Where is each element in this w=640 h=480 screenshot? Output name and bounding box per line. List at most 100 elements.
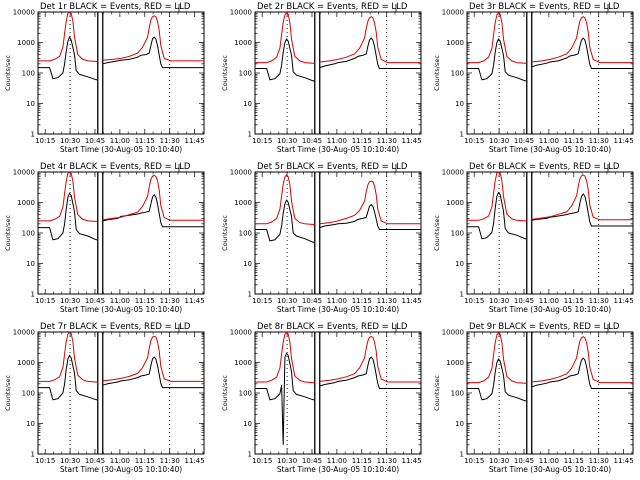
y-tick-label: 10 xyxy=(455,260,464,268)
y-axis-label: Counts/sec xyxy=(221,375,229,411)
events-series-line xyxy=(319,37,421,69)
y-tick-label: 1000 xyxy=(17,359,35,367)
y-tick-label: 10000 xyxy=(13,329,35,337)
x-tick-label: 11:00 xyxy=(327,297,347,305)
x-tick-label: 11:30 xyxy=(160,297,180,305)
events-series-line xyxy=(531,193,633,227)
events-series-line xyxy=(102,36,204,69)
y-tick-label: 100 xyxy=(22,390,35,398)
x-tick-label: 11:30 xyxy=(589,297,609,305)
y-tick-label: 10000 xyxy=(230,329,252,337)
events-series-line xyxy=(467,191,527,240)
events-series-line xyxy=(38,35,98,81)
x-tick-label: 10:45 xyxy=(302,457,322,465)
y-tick-label: 1000 xyxy=(446,199,464,207)
x-axis-label: Start Time (30-Aug-05 10:10:40) xyxy=(489,465,611,474)
y-tick-label: 100 xyxy=(451,70,464,78)
x-tick-label: 11:45 xyxy=(613,137,633,145)
x-tick-label: 11:15 xyxy=(564,457,584,465)
lld-series-line xyxy=(319,180,421,225)
lld-series-line xyxy=(102,335,204,382)
x-tick-label: 10:45 xyxy=(85,297,105,305)
x-tick-label: 10:30 xyxy=(60,137,80,145)
y-tick-label: 1000 xyxy=(234,359,252,367)
x-tick-label: 10:45 xyxy=(514,457,534,465)
panel-det-3: Det 3r BLACK = Events, RED = LLD 1 10 100 10… xyxy=(433,2,634,154)
panel-title: Det 9r BLACK = Events, RED = LLD xyxy=(469,322,620,332)
panel-det-5: Det 5r BLACK = Events, RED = LLD 1 10 100 10… xyxy=(221,162,422,314)
x-tick-label: 11:30 xyxy=(377,457,397,465)
events-series-line xyxy=(102,193,204,228)
lld-series-line xyxy=(467,11,527,64)
x-tick-label: 11:00 xyxy=(110,457,130,465)
panel-title: Det 4r BLACK = Events, RED = LLD xyxy=(40,162,191,172)
y-axis-label: Counts/sec xyxy=(433,375,441,411)
x-tick-label: 11:15 xyxy=(352,457,372,465)
x-tick-label: 11:30 xyxy=(589,137,609,145)
x-tick-label: 10:45 xyxy=(514,297,534,305)
y-tick-label: 10000 xyxy=(230,169,252,177)
lld-series-line xyxy=(38,171,98,222)
x-tick-label: 10:15 xyxy=(464,137,484,145)
y-tick-label: 10000 xyxy=(13,169,35,177)
panel-det-2: Det 2r BLACK = Events, RED = LLD 1 10 100 10… xyxy=(221,2,422,154)
x-tick-label: 11:45 xyxy=(184,457,204,465)
y-tick-label: 10000 xyxy=(442,169,464,177)
x-tick-label: 11:30 xyxy=(160,137,180,145)
lld-series-line xyxy=(255,331,315,384)
x-tick-label: 11:00 xyxy=(327,457,347,465)
x-tick-label: 11:30 xyxy=(377,137,397,145)
y-tick-label: 10 xyxy=(243,260,252,268)
x-tick-label: 10:15 xyxy=(252,297,272,305)
y-tick-label: 10 xyxy=(455,100,464,108)
x-tick-label: 10:30 xyxy=(60,457,80,465)
panel-title: Det 2r BLACK = Events, RED = LLD xyxy=(257,2,408,12)
x-axis-label: Start Time (30-Aug-05 10:10:40) xyxy=(277,465,399,474)
y-tick-label: 1 xyxy=(31,131,35,139)
x-tick-label: 10:15 xyxy=(35,297,55,305)
x-tick-label: 11:15 xyxy=(135,137,155,145)
lld-series-line xyxy=(467,331,527,384)
panel-det-6: Det 6r BLACK = Events, RED = LLD 1 10 100 10… xyxy=(433,162,634,314)
y-axis-label: Counts/sec xyxy=(433,215,441,251)
x-tick-label: 11:45 xyxy=(184,297,204,305)
y-tick-label: 1000 xyxy=(446,359,464,367)
lld-series-line xyxy=(255,174,315,225)
panel-det-9: Det 9r BLACK = Events, RED = LLD 1 10 100 10… xyxy=(433,322,634,474)
lld-series-line xyxy=(467,171,527,222)
x-tick-label: 11:00 xyxy=(539,457,559,465)
x-tick-label: 11:45 xyxy=(401,297,421,305)
y-tick-label: 100 xyxy=(22,230,35,238)
x-axis-label: Start Time (30-Aug-05 10:10:40) xyxy=(277,145,399,154)
x-tick-label: 11:15 xyxy=(352,297,372,305)
y-tick-label: 1 xyxy=(248,131,252,139)
events-series-line xyxy=(319,356,421,389)
events-series-line xyxy=(102,356,204,389)
y-tick-label: 100 xyxy=(451,230,464,238)
panel-det-1: Det 1r BLACK = Events, RED = LLD 1 10 100 10… xyxy=(4,2,205,154)
x-tick-label: 11:30 xyxy=(377,297,397,305)
y-tick-label: 1000 xyxy=(17,199,35,207)
x-tick-label: 10:30 xyxy=(277,137,297,145)
y-tick-label: 1000 xyxy=(234,39,252,47)
lld-series-line xyxy=(531,174,633,221)
y-tick-label: 1 xyxy=(460,451,464,459)
y-tick-label: 10 xyxy=(243,100,252,108)
lld-series-line xyxy=(102,174,204,221)
lld-series-line xyxy=(102,15,204,62)
x-tick-label: 10:30 xyxy=(277,457,297,465)
y-tick-label: 1000 xyxy=(17,39,35,47)
y-tick-label: 1000 xyxy=(234,199,252,207)
lld-series-line xyxy=(38,11,98,62)
x-tick-label: 10:15 xyxy=(464,297,484,305)
x-axis-label: Start Time (30-Aug-05 10:10:40) xyxy=(489,305,611,314)
x-tick-label: 11:30 xyxy=(589,457,609,465)
panel-title: Det 7r BLACK = Events, RED = LLD xyxy=(40,322,191,332)
x-tick-label: 10:30 xyxy=(489,457,509,465)
x-tick-label: 11:45 xyxy=(401,137,421,145)
panel-title: Det 5r BLACK = Events, RED = LLD xyxy=(257,162,408,172)
y-tick-label: 1 xyxy=(460,131,464,139)
panel-title: Det 3r BLACK = Events, RED = LLD xyxy=(469,2,620,12)
y-axis-label: Counts/sec xyxy=(4,215,12,251)
